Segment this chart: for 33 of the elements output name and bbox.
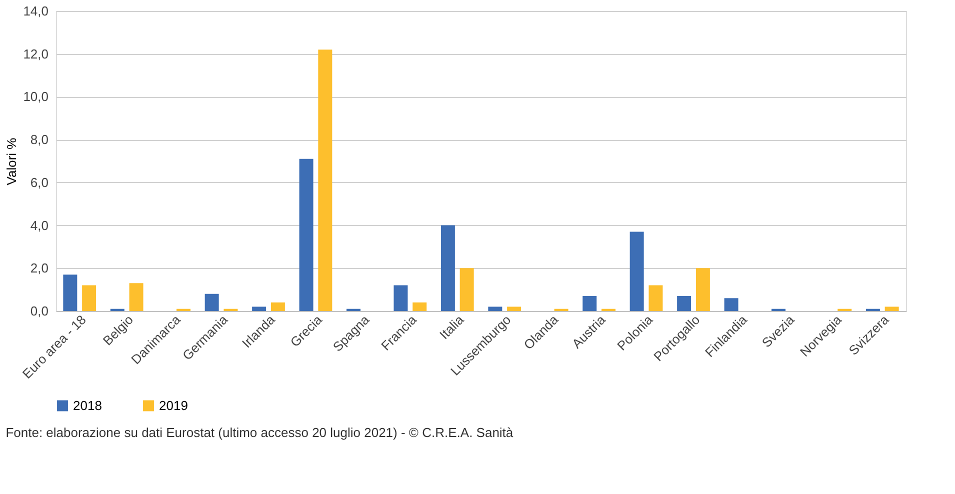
bar <box>252 306 266 311</box>
bar <box>724 298 738 311</box>
bar <box>488 306 502 311</box>
bar <box>648 285 663 311</box>
y-tick-label: 14,0 <box>23 4 48 18</box>
y-tick-label: 6,0 <box>30 174 48 190</box>
bar <box>270 302 285 311</box>
bar <box>677 296 692 311</box>
bar <box>204 294 219 311</box>
y-tick-label: 12,0 <box>23 46 48 62</box>
bar <box>63 274 78 311</box>
y-tick-label: 4,0 <box>30 218 48 233</box>
source-note: Fonte: elaborazione su dati Eurostat (ultimo accesso 20 luglio 2021) - © C.R.E.A. Sanità <box>6 425 514 440</box>
bar <box>440 225 455 311</box>
bar <box>129 283 144 311</box>
bar <box>884 306 899 311</box>
bar <box>507 306 522 311</box>
bar <box>394 285 408 311</box>
bar <box>460 268 474 311</box>
y-tick-label: 8,0 <box>30 132 48 148</box>
legend-label: 2019 <box>159 398 188 413</box>
y-tick-label: 0,0 <box>30 304 48 318</box>
bar <box>582 296 597 311</box>
bar <box>696 268 710 311</box>
bar <box>299 158 314 311</box>
y-tick-label: 10,0 <box>23 89 48 104</box>
bar <box>82 285 96 311</box>
bar <box>412 302 427 311</box>
bar <box>630 232 644 311</box>
bar <box>318 50 332 311</box>
y-axis-title: Valori % <box>4 137 20 186</box>
legend-label: 2018 <box>73 398 102 413</box>
y-tick-label: 2,0 <box>30 260 48 276</box>
